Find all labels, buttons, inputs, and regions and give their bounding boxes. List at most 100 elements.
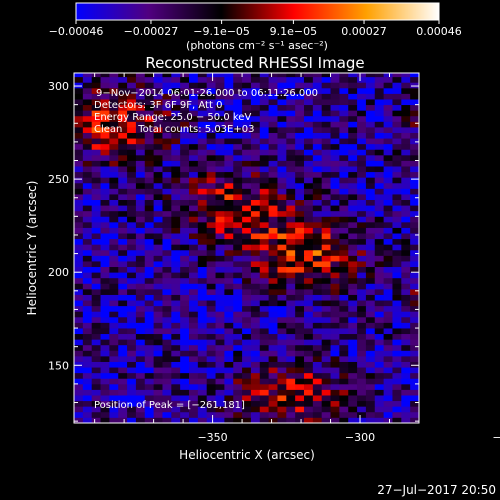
heatmap-cell	[295, 194, 305, 200]
heatmap-cell	[304, 194, 314, 200]
heatmap-cell	[153, 395, 163, 402]
heatmap-cell	[365, 188, 376, 195]
heatmap-cell	[268, 160, 278, 167]
heatmap-cell	[304, 87, 314, 94]
heatmap-cell	[135, 82, 146, 89]
heatmap-cell	[277, 216, 287, 223]
heatmap-cell	[321, 149, 331, 156]
heatmap-cell	[153, 316, 163, 323]
heatmap-cell	[100, 76, 110, 83]
heatmap-cell	[135, 300, 146, 307]
heatmap-cell	[100, 149, 110, 156]
heatmap-cell	[365, 110, 376, 117]
heatmap-cell	[82, 244, 93, 251]
heatmap-cell	[224, 389, 234, 396]
heatmap-cell	[277, 76, 287, 83]
heatmap-cell	[374, 177, 385, 184]
heatmap-cell	[224, 417, 234, 423]
heatmap-cell	[348, 350, 358, 357]
heatmap-cell	[277, 149, 287, 156]
heatmap-cell	[233, 395, 243, 402]
heatmap-cell	[189, 82, 199, 89]
heatmap-cell	[383, 87, 393, 94]
heatmap-cell	[162, 266, 172, 273]
heatmap-cell	[118, 194, 128, 200]
heatmap-cell	[215, 378, 225, 385]
heatmap-cell	[162, 406, 172, 413]
heatmap-cell	[206, 255, 216, 262]
heatmap-cell	[286, 328, 296, 335]
heatmap-cell	[268, 221, 278, 228]
heatmap-cell	[268, 227, 278, 234]
heatmap-cell	[268, 188, 278, 195]
heatmap-cell	[206, 82, 216, 89]
heatmap-cell	[206, 216, 216, 223]
heatmap-cell	[250, 339, 261, 346]
heatmap-cell	[144, 367, 155, 374]
heatmap-cell	[162, 238, 172, 245]
heatmap-cell	[162, 210, 172, 217]
heatmap-cell	[74, 233, 84, 240]
heatmap-cell	[91, 400, 101, 407]
heatmap-cell	[197, 216, 208, 223]
heatmap-cell	[180, 339, 190, 346]
heatmap-cell	[250, 378, 261, 385]
heatmap-cell	[206, 233, 216, 240]
heatmap-cell	[383, 82, 393, 89]
heatmap-cell	[401, 350, 411, 357]
heatmap-cell	[330, 238, 340, 245]
heatmap-cell	[339, 99, 349, 106]
heatmap-cell	[233, 138, 243, 145]
heatmap-cell	[268, 288, 278, 295]
heatmap-cell	[321, 355, 331, 362]
heatmap-cell	[312, 160, 323, 167]
heatmap-cell	[82, 149, 93, 156]
heatmap-cell	[330, 395, 340, 402]
heatmap-cell	[268, 110, 278, 117]
heatmap-cell	[82, 194, 93, 200]
heatmap-cell	[144, 154, 155, 161]
heatmap-cell	[250, 82, 261, 89]
heatmap-cell	[74, 255, 84, 262]
heatmap-cell	[180, 249, 190, 256]
heatmap-cell	[312, 110, 323, 117]
heatmap-cell	[233, 277, 243, 284]
heatmap-cell	[277, 339, 287, 346]
heatmap-cell	[401, 132, 411, 139]
heatmap-cell	[100, 249, 110, 256]
heatmap-cell	[330, 400, 340, 407]
heatmap-cell	[383, 199, 393, 206]
heatmap-cell	[383, 194, 393, 200]
heatmap-cell	[189, 238, 199, 245]
heatmap-cell	[277, 277, 287, 284]
heatmap-cell	[348, 305, 358, 312]
heatmap-cell	[339, 87, 349, 94]
heatmap-cell	[135, 76, 146, 83]
heatmap-cell	[171, 121, 181, 128]
heatmap-cell	[171, 166, 181, 173]
heatmap-cell	[135, 171, 146, 178]
heatmap-cell	[215, 216, 225, 223]
heatmap-cell	[410, 389, 419, 396]
heatmap-cell	[189, 322, 199, 329]
heatmap-cell	[127, 199, 137, 206]
heatmap-cell	[348, 344, 358, 351]
heatmap-cell	[91, 121, 101, 128]
heatmap-cell	[286, 177, 296, 184]
heatmap-cell	[171, 73, 181, 78]
heatmap-cell	[233, 378, 243, 385]
heatmap-cell	[206, 305, 216, 312]
heatmap-cell	[171, 372, 181, 379]
heatmap-cell	[268, 199, 278, 206]
heatmap-cell	[277, 194, 287, 200]
heatmap-cell	[135, 344, 146, 351]
heatmap-cell	[374, 73, 385, 78]
heatmap-cell	[206, 160, 216, 167]
heatmap-cell	[312, 311, 323, 318]
heatmap-cell	[321, 417, 331, 423]
heatmap-cell	[321, 383, 331, 390]
heatmap-cell	[357, 339, 367, 346]
heatmap-cell	[224, 261, 234, 268]
heatmap-cell	[189, 194, 199, 200]
heatmap-cell	[321, 194, 331, 200]
